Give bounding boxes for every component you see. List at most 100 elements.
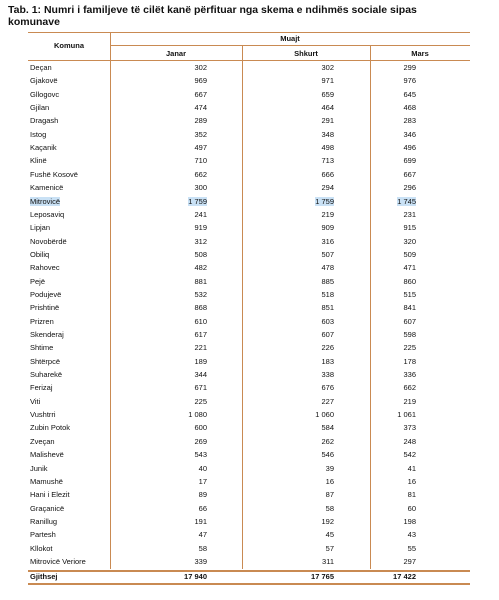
- cell-value: 41: [407, 463, 416, 473]
- rule: [110, 167, 111, 183]
- rule: [242, 274, 243, 289]
- rule: [110, 328, 111, 343]
- rule: [110, 474, 111, 490]
- row-label: Gjakovë: [30, 76, 58, 86]
- cell-value: 518: [321, 289, 334, 299]
- cell-value: 39: [325, 463, 334, 473]
- cell-value: 226: [321, 343, 334, 353]
- rule: [242, 74, 243, 89]
- rule: [242, 314, 243, 329]
- rule: [110, 87, 111, 103]
- cell-value: 868: [194, 303, 207, 313]
- cell-value: 1 759: [188, 196, 207, 206]
- rule: [370, 394, 371, 410]
- cell-value: 178: [403, 356, 416, 366]
- row-label: Mitrovicë Veriore: [30, 556, 86, 566]
- cell-value: 584: [321, 423, 334, 433]
- rule: [242, 101, 243, 116]
- cell-value: 1 060: [315, 410, 334, 420]
- rule: [242, 514, 243, 530]
- rule: [28, 583, 470, 585]
- cell-value: 482: [194, 263, 207, 273]
- rule: [242, 474, 243, 490]
- rule: [110, 287, 111, 303]
- row-label: Novobërdë: [30, 236, 67, 246]
- rule: [370, 221, 371, 236]
- rule: [370, 101, 371, 116]
- row-label: Partesh: [30, 530, 56, 540]
- cell-value: 312: [194, 236, 207, 246]
- row-label: Zubin Potok: [30, 423, 71, 433]
- cell-value: 667: [194, 89, 207, 99]
- row-label: Zveçan: [30, 436, 55, 446]
- rule: [110, 181, 111, 196]
- rule: [370, 341, 371, 356]
- cell-value: 219: [403, 396, 416, 406]
- rule: [370, 528, 371, 543]
- rule: [110, 127, 111, 143]
- rule: [370, 207, 371, 223]
- rule: [370, 127, 371, 143]
- row-label: Kamenicë: [30, 183, 64, 193]
- row-label: Graçanicë: [30, 503, 65, 513]
- rule: [242, 60, 243, 75]
- cell-value: 231: [403, 209, 416, 219]
- rule: [242, 194, 243, 209]
- rule: [242, 421, 243, 436]
- rule: [110, 448, 111, 463]
- row-label: Kllokot: [30, 543, 53, 553]
- cell-value: 191: [194, 516, 207, 526]
- row-label: Podujevë: [30, 289, 62, 299]
- cell-value: 302: [321, 63, 334, 72]
- rule: [242, 354, 243, 370]
- row-label: Pejë: [30, 276, 46, 286]
- cell-value: 300: [194, 183, 207, 193]
- row-label: Prizren: [30, 316, 54, 326]
- header-cell: Shkurt: [294, 49, 318, 58]
- cell-value: 241: [194, 209, 207, 219]
- cell-value: 87: [325, 490, 334, 500]
- cell-value: 598: [403, 330, 416, 339]
- cell-value: 909: [321, 223, 334, 233]
- row-label: Malishevë: [30, 450, 64, 460]
- rule: [110, 541, 111, 556]
- cell-value: 969: [194, 76, 207, 86]
- cell-value: 320: [403, 236, 416, 246]
- cell-value: 860: [403, 276, 416, 286]
- cell-value: 645: [403, 89, 416, 99]
- cell-value: 66: [198, 503, 207, 513]
- rule: [242, 541, 243, 556]
- cell-value: 89: [198, 490, 207, 500]
- cell-value: 296: [403, 183, 416, 193]
- cell-value: 532: [194, 289, 207, 299]
- rule: [242, 247, 243, 263]
- rule: [242, 461, 243, 476]
- cell-value: 667: [403, 169, 416, 179]
- cell-value: 16: [407, 476, 416, 486]
- cell-value: 471: [403, 263, 416, 273]
- cell-value: 617: [194, 330, 207, 339]
- cell-value: 710: [194, 156, 207, 166]
- cell-value: 311: [322, 556, 334, 566]
- cell-value: 671: [194, 383, 207, 393]
- rule: [110, 314, 111, 329]
- rule: [370, 514, 371, 530]
- cell-value: 297: [403, 556, 416, 566]
- row-label: Klinë: [30, 156, 47, 166]
- cell-value: 57: [325, 543, 334, 553]
- row-label: Deçan: [30, 63, 52, 72]
- rule: [110, 501, 111, 516]
- cell-value: 1 061: [397, 410, 416, 420]
- rule: [110, 514, 111, 530]
- rule: [370, 45, 371, 60]
- rule: [370, 181, 371, 196]
- rule: [370, 541, 371, 556]
- cell-value: 976: [403, 76, 416, 86]
- rule: [110, 434, 111, 450]
- rule: [370, 261, 371, 276]
- rule: [110, 74, 111, 89]
- cell-value: 885: [321, 276, 334, 286]
- rule: [242, 87, 243, 103]
- row-label: Suharekë: [30, 370, 63, 380]
- row-label: Prishtinë: [30, 303, 60, 313]
